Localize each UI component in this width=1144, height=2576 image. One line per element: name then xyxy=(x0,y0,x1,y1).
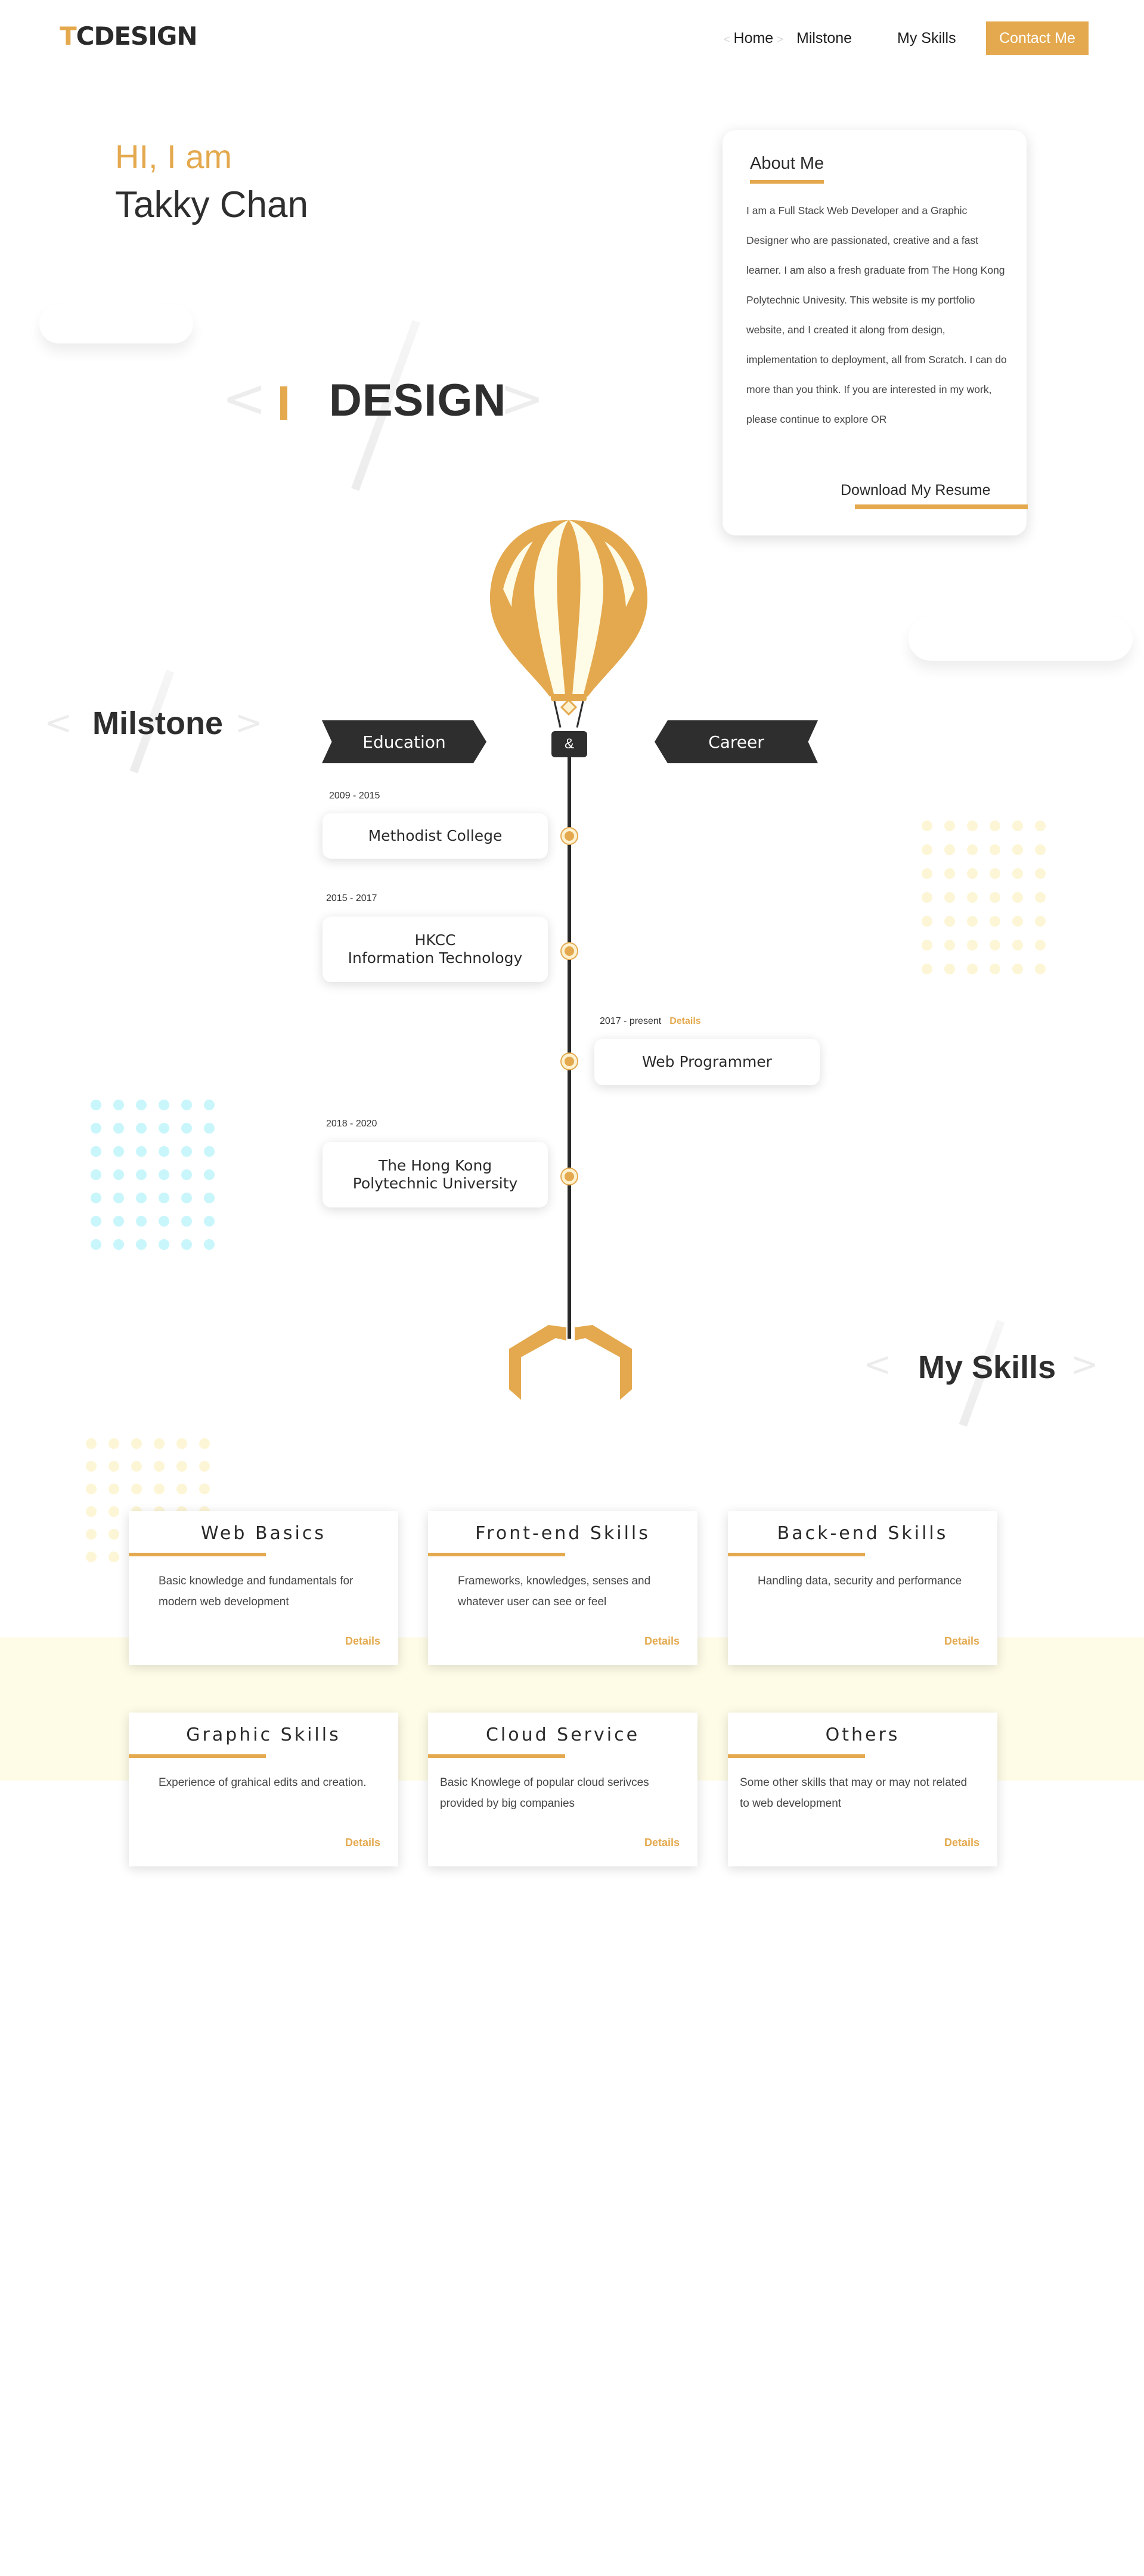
skill-card-title: Others xyxy=(825,1724,900,1745)
details-link[interactable]: Details xyxy=(345,1837,380,1849)
skill-card-underline xyxy=(728,1553,865,1556)
text-cursor-icon xyxy=(280,386,287,420)
skill-card-others[interactable]: Others Some other skills that may or may… xyxy=(728,1713,997,1866)
skill-card-underline xyxy=(728,1754,865,1758)
chevron-right-icon: > xyxy=(777,33,783,45)
career-banner: Career xyxy=(655,720,818,763)
milestone-title: Milstone xyxy=(92,705,224,741)
nav-home[interactable]: < Home > xyxy=(720,30,787,47)
milestone-card-label: Web Programmer xyxy=(642,1053,772,1070)
milestone-card-sublabel: Information Technology xyxy=(348,949,523,967)
skill-card-back-end[interactable]: Back-end Skills Handling data, security … xyxy=(728,1511,997,1665)
milestone-date: 2017 - present xyxy=(600,1016,662,1026)
resume-underline xyxy=(855,504,1028,509)
education-banner: Education xyxy=(322,720,486,763)
milestone-date: 2018 - 2020 xyxy=(326,1119,377,1129)
timeline-node xyxy=(562,828,577,844)
hot-air-balloon-icon xyxy=(490,520,647,728)
about-title: About Me xyxy=(750,154,824,173)
milestone-card-sublabel: Polytechnic University xyxy=(352,1175,518,1192)
decorative-dots-yellow xyxy=(922,821,1046,974)
chevron-left-icon: < xyxy=(222,367,267,430)
skill-card-underline xyxy=(428,1553,565,1556)
skill-card-title: Web Basics xyxy=(201,1523,326,1544)
download-resume-link[interactable]: Download My Resume xyxy=(841,482,991,499)
decorative-dots-cyan xyxy=(91,1100,215,1250)
details-link[interactable]: Details xyxy=(345,1635,380,1647)
logo-text: CDESIGN xyxy=(76,21,198,51)
skill-card-desc: Basic knowledge and fundamentals for mod… xyxy=(159,1575,354,1608)
hero-role-word: DESIGN xyxy=(329,375,507,426)
milestone-card-polyu[interactable]: The Hong Kong Polytechnic University xyxy=(323,1142,548,1208)
chevron-right-icon: > xyxy=(500,367,545,430)
about-body: I am a Full Stack Web Developer and a Gr… xyxy=(746,205,1007,425)
skill-card-cloud-service[interactable]: Cloud Service Basic Knowlege of popular … xyxy=(428,1713,697,1866)
logo-letter-t: T xyxy=(60,21,77,51)
timeline-node xyxy=(562,1169,577,1184)
nav-milestone[interactable]: Milstone xyxy=(796,30,852,47)
skill-card-desc: Experience of grahical edits and creatio… xyxy=(159,1776,367,1789)
skill-card-web-basics[interactable]: Web Basics Basic knowledge and fundament… xyxy=(129,1511,398,1665)
skill-card-graphic[interactable]: Graphic Skills Experience of grahical ed… xyxy=(129,1713,398,1866)
milestone-date: 2015 - 2017 xyxy=(326,893,377,903)
nav-home-label: Home xyxy=(733,30,774,47)
details-link[interactable]: Details xyxy=(669,1016,701,1026)
milestone-card-label: The Hong Kong xyxy=(378,1157,492,1174)
about-underline xyxy=(750,180,824,184)
skill-card-underline xyxy=(129,1553,266,1556)
details-link[interactable]: Details xyxy=(944,1837,979,1849)
skill-card-desc: Frameworks, knowledges, senses and whate… xyxy=(458,1575,651,1608)
milestone-date: 2009 - 2015 xyxy=(329,791,380,801)
timeline-line xyxy=(568,757,571,1339)
about-card: About Me I am a Full Stack Web Developer… xyxy=(723,130,1028,535)
skill-card-title: Back-end Skills xyxy=(777,1523,948,1544)
timeline-node xyxy=(562,1054,577,1069)
skill-card-desc: Basic Knowlege of popular cloud serivces… xyxy=(440,1776,649,1810)
milestone-card-hkcc[interactable]: HKCC Information Technology xyxy=(323,917,548,982)
milestone-card-web-programmer[interactable]: Web Programmer xyxy=(594,1039,820,1085)
skill-card-underline xyxy=(428,1754,565,1758)
skills-title: My Skills xyxy=(918,1349,1056,1385)
milestone-card-label: Methodist College xyxy=(368,827,503,844)
chevron-right-icon: > xyxy=(235,704,263,742)
site-logo[interactable]: TCDESIGN xyxy=(60,21,198,51)
details-link[interactable]: Details xyxy=(644,1837,680,1849)
cloud-left-top xyxy=(60,279,161,339)
contact-me-button[interactable]: Contact Me xyxy=(986,21,1089,55)
skill-card-title: Graphic Skills xyxy=(186,1724,341,1745)
skill-card-title: Front-end Skills xyxy=(475,1523,650,1544)
claw-icon xyxy=(509,1325,632,1406)
chevron-left-icon: < xyxy=(44,704,72,742)
hero-greeting: HI, I am xyxy=(115,138,232,175)
details-link[interactable]: Details xyxy=(644,1635,680,1647)
cloud-right-top xyxy=(936,570,1085,654)
milestone-date-row: 2017 - present Details xyxy=(600,1016,701,1027)
chevron-left-icon: < xyxy=(724,33,730,45)
skill-card-front-end[interactable]: Front-end Skills Frameworks, knowledges,… xyxy=(428,1511,697,1665)
skill-card-title: Cloud Service xyxy=(485,1724,640,1745)
details-link[interactable]: Details xyxy=(944,1635,979,1647)
milestone-card-label: HKCC xyxy=(414,931,456,949)
milestone-card-methodist[interactable]: Methodist College xyxy=(323,813,548,859)
timeline-node xyxy=(562,943,577,959)
balloon-basket: & xyxy=(551,731,587,757)
chevron-left-icon: < xyxy=(863,1345,891,1384)
skill-card-underline xyxy=(129,1754,266,1758)
nav-my-skills[interactable]: My Skills xyxy=(897,30,956,47)
skill-card-desc: Handling data, security and performance xyxy=(758,1575,962,1587)
hero-name: Takky Chan xyxy=(115,184,308,225)
skill-card-desc: Some other skills that may or may not re… xyxy=(740,1776,968,1810)
chevron-right-icon: > xyxy=(1071,1345,1099,1384)
